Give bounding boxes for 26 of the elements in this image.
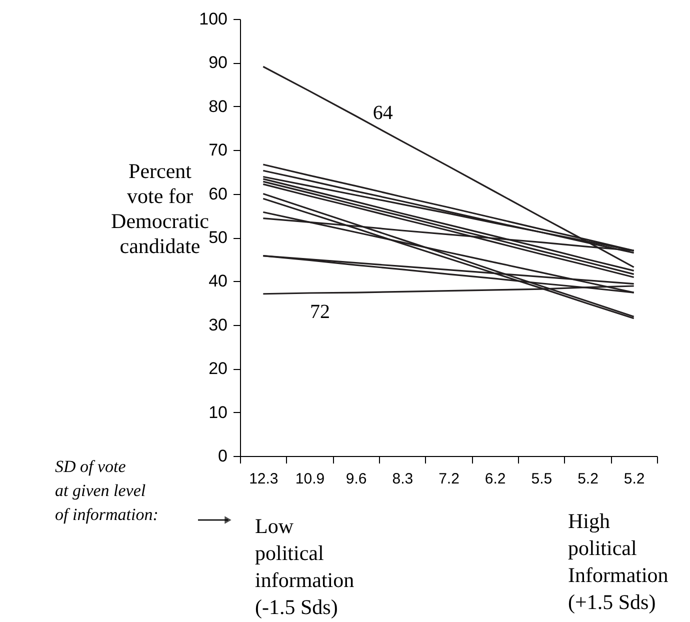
y-tick-label: 60 — [208, 184, 228, 204]
x-tick-label: 5.2 — [578, 470, 598, 488]
y-tick-label: 30 — [208, 315, 228, 334]
x-tick-label: 12.3 — [249, 470, 278, 488]
y-tick-label: 40 — [208, 272, 228, 291]
x-tick-label: 9.6 — [346, 470, 367, 488]
annotation: 64 — [372, 102, 393, 124]
y-tick-label: 100 — [199, 10, 228, 28]
y-tick-label: 70 — [208, 140, 228, 160]
y-axis-title: Percent vote for Democratic candidate — [111, 159, 209, 258]
x-tick-label: 10.9 — [295, 470, 325, 488]
x-tick-label: 5.5 — [531, 470, 552, 488]
x-tick-label: 6.2 — [484, 470, 506, 488]
x-tick-label: 8.3 — [392, 470, 414, 488]
y-tick-label: 90 — [208, 53, 228, 72]
y-tick-label: 50 — [208, 228, 228, 247]
text: High political Information (+1.5 Sds) — [568, 509, 669, 614]
x-tick-label: 5.2 — [624, 470, 645, 488]
x-tick-label: 7.2 — [438, 470, 460, 488]
y-tick-label: 0 — [218, 446, 228, 466]
text: Low political information (-1.5 Sds) — [255, 514, 355, 619]
text: SD of vote at given level of information: — [55, 457, 158, 524]
y-tick-label: 20 — [208, 359, 228, 378]
y-tick-label: 10 — [208, 402, 228, 422]
annotation: 72 — [310, 301, 330, 323]
y-tick-label: 80 — [208, 96, 228, 116]
